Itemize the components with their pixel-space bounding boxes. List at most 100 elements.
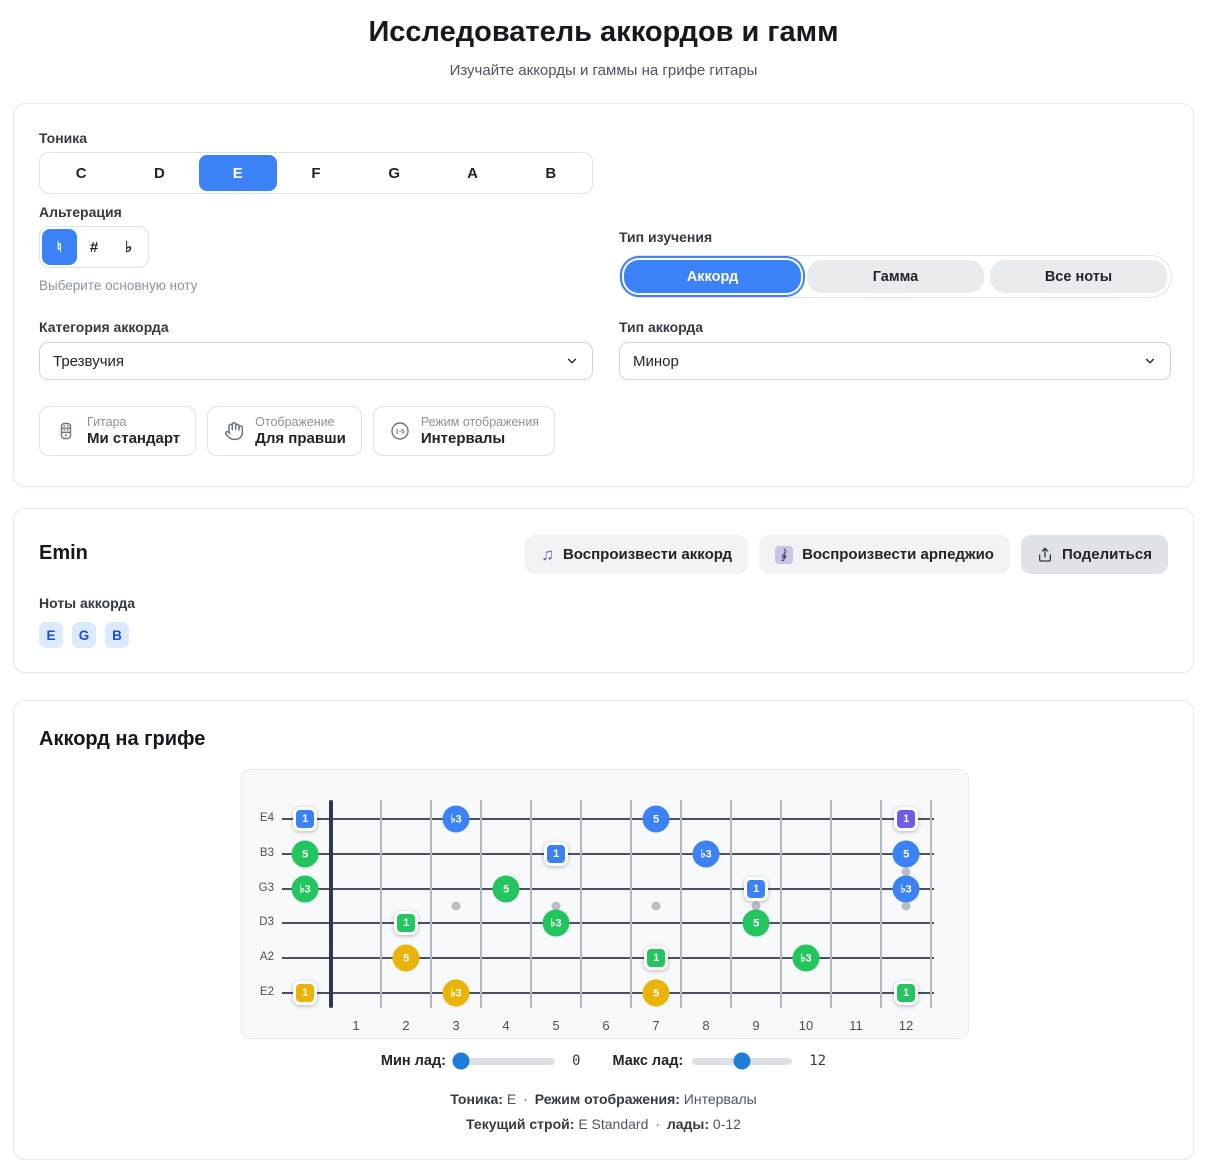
inlay-dot-fret-3 xyxy=(451,901,461,911)
fret-marker-B3-0: 5 xyxy=(291,840,319,868)
max-fret-slider[interactable] xyxy=(692,1052,793,1070)
fret-number-11: 11 xyxy=(849,1018,863,1033)
chord-category-value: Трезвучия xyxy=(53,352,125,370)
fret-marker-A2-2: 5 xyxy=(392,944,420,972)
string-label-B3: B3 xyxy=(259,847,274,859)
status-mode-label: Режим отображения: xyxy=(534,1091,680,1107)
guitar-icon xyxy=(55,421,77,441)
share-label: Поделиться xyxy=(1061,546,1152,563)
tuning-chip[interactable]: Гитара Ми стандарт xyxy=(39,406,197,456)
share-button[interactable]: Поделиться xyxy=(1020,535,1168,574)
fret-number-7: 7 xyxy=(652,1018,660,1033)
study-type-option-chord[interactable]: Аккорд xyxy=(624,260,801,293)
fret-line-10 xyxy=(830,800,832,1008)
fret-line-9 xyxy=(780,800,782,1008)
chord-type-select[interactable]: Минор xyxy=(619,342,1171,380)
orientation-chip-value: Для правши xyxy=(255,430,346,447)
fret-line-12 xyxy=(930,800,932,1008)
display-mode-chip-value: Интервалы xyxy=(420,430,506,447)
status-tuning-label: Текущий строй: xyxy=(466,1116,575,1132)
chord-category-label: Категория аккорда xyxy=(39,319,169,335)
tonic-label: Тоника xyxy=(39,130,88,146)
status-mode-value: Интервалы xyxy=(683,1091,757,1107)
fret-number-5: 5 xyxy=(552,1018,560,1033)
fret-line-5 xyxy=(580,800,582,1008)
max-fret-label: Макс лад: xyxy=(612,1053,684,1069)
fret-marker-G3-4: 5 xyxy=(492,875,520,903)
fret-marker-E2-7: 5 xyxy=(642,979,670,1007)
study-type-option-scale[interactable]: Гамма xyxy=(807,260,984,293)
fret-number-2: 2 xyxy=(402,1018,410,1033)
display-mode-chip-title: Режим отображения xyxy=(420,415,540,429)
alteration-option-flat[interactable]: ♭ xyxy=(111,229,146,265)
fret-number-4: 4 xyxy=(502,1018,510,1033)
fret-marker-E2-0: 1 xyxy=(293,981,317,1005)
hand-icon xyxy=(223,421,245,441)
tonic-helper-text: Выберите основную ноту xyxy=(39,278,198,293)
chord-category-select[interactable]: Трезвучия xyxy=(39,342,593,380)
fret-marker-D3-2: 1 xyxy=(394,911,418,935)
tonic-option-D[interactable]: D xyxy=(120,155,198,191)
min-fret-label: Мин лад: xyxy=(380,1053,446,1069)
page-title: Исследователь аккордов и гамм xyxy=(368,16,839,48)
tonic-option-F[interactable]: F xyxy=(277,155,355,191)
play-chord-button[interactable]: ♫ Воспроизвести аккорд xyxy=(525,535,749,574)
status-frets-label: лады: xyxy=(666,1116,710,1132)
orientation-chip[interactable]: Отображение Для правши xyxy=(207,406,362,456)
fret-number-10: 10 xyxy=(798,1018,814,1033)
intervals-icon: 1-5 xyxy=(389,421,411,441)
tonic-option-G[interactable]: G xyxy=(355,155,433,191)
tonic-option-B[interactable]: B xyxy=(512,155,590,191)
fret-number-6: 6 xyxy=(602,1018,610,1033)
inlay-dot-fret-12 xyxy=(901,901,911,911)
fret-marker-B3-8: ♭3 xyxy=(692,840,720,868)
tonic-option-C[interactable]: C xyxy=(42,155,120,191)
fret-line-6 xyxy=(630,800,632,1008)
status-line-2: Текущий строй: E Standard · лады: 0-12 xyxy=(14,1116,1193,1132)
study-type-option-all-notes[interactable]: Все ноты xyxy=(990,260,1167,293)
status-separator: · xyxy=(655,1116,660,1132)
settings-chips-row: Гитара Ми стандарт Отображение Для правш… xyxy=(39,406,556,456)
fret-marker-E2-12: 1 xyxy=(894,981,918,1005)
share-icon xyxy=(1037,547,1053,563)
chord-type-value: Минор xyxy=(633,352,679,370)
string-label-E2: E2 xyxy=(259,986,274,998)
musical-score-icon xyxy=(775,545,794,564)
fretboard-title: Аккорд на грифе xyxy=(39,728,206,750)
fret-number-3: 3 xyxy=(452,1018,460,1033)
music-notes-icon: ♫ xyxy=(541,545,554,564)
min-fret-slider-thumb[interactable] xyxy=(452,1052,470,1070)
display-mode-chip[interactable]: 1-5 Режим отображения Интервалы xyxy=(372,406,556,456)
study-type-group: Аккорд Гамма Все ноты xyxy=(619,255,1172,298)
string-line-B3 xyxy=(282,853,934,855)
nut-line xyxy=(329,800,333,1008)
max-fret-value: 12 xyxy=(809,1053,827,1069)
svg-text:1-5: 1-5 xyxy=(395,429,405,436)
tonic-option-E[interactable]: E xyxy=(198,155,277,191)
string-line-D3 xyxy=(282,922,934,924)
chevron-down-icon xyxy=(1143,354,1157,368)
alteration-option-natural[interactable]: ♮ xyxy=(42,229,77,265)
min-fret-slider[interactable] xyxy=(452,1052,555,1070)
fret-marker-D3-5: ♭3 xyxy=(542,909,570,937)
inlay-dot-fret-9 xyxy=(751,901,761,911)
fret-marker-E2-3: ♭3 xyxy=(442,979,470,1007)
alteration-option-sharp[interactable]: # xyxy=(77,229,112,265)
string-line-A2 xyxy=(282,957,934,959)
fret-marker-E4-0: 1 xyxy=(293,807,317,831)
status-separator: · xyxy=(523,1091,528,1107)
alteration-label: Альтерация xyxy=(39,204,122,220)
chevron-down-icon xyxy=(565,354,579,368)
tonic-option-A[interactable]: A xyxy=(433,155,511,191)
fret-marker-E4-12: 1 xyxy=(894,807,918,831)
study-type-label: Тип изучения xyxy=(619,229,713,245)
max-fret-slider-thumb[interactable] xyxy=(733,1052,751,1070)
fret-line-3 xyxy=(480,800,482,1008)
fret-number-1: 1 xyxy=(352,1018,360,1033)
chord-panel: Emin ♫ Воспроизвести аккорд Воспроизвест… xyxy=(13,508,1194,673)
play-arpeggio-button[interactable]: Воспроизвести арпеджио xyxy=(759,535,1010,574)
string-label-E4: E4 xyxy=(259,812,274,824)
inlay-dot-fret-5 xyxy=(551,901,561,911)
